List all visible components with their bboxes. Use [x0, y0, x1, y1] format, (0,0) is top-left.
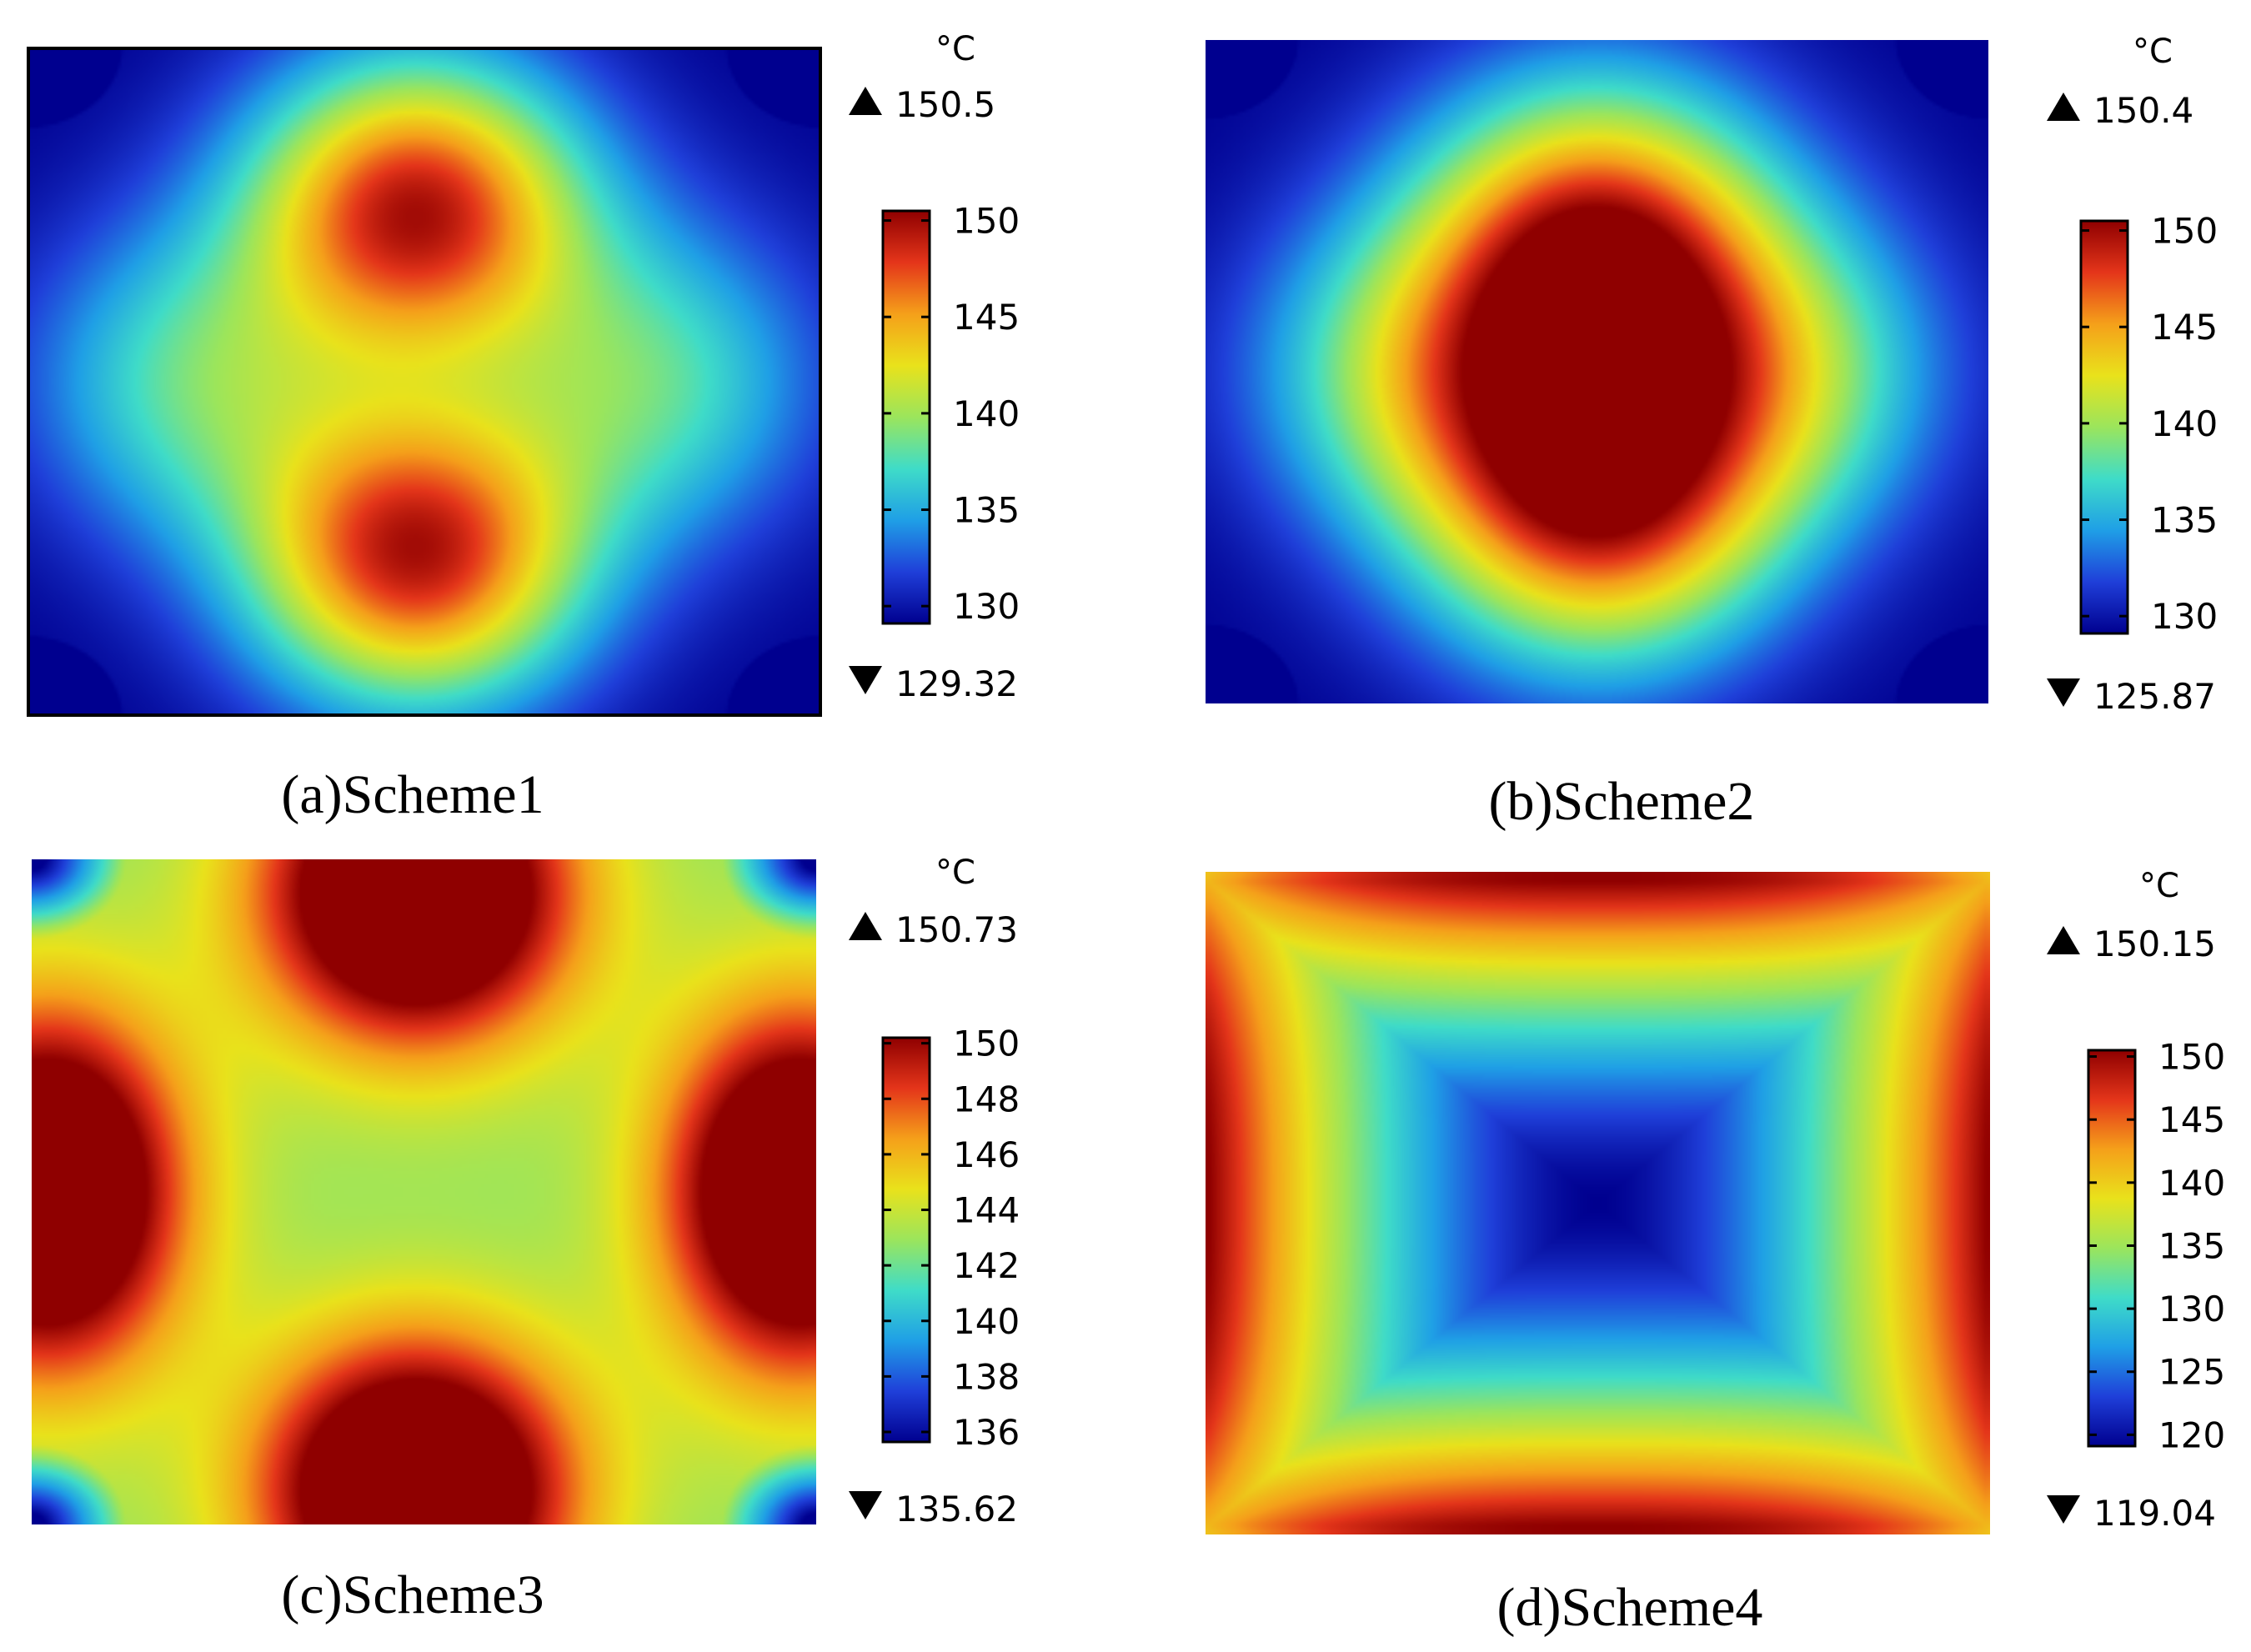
plot-frame: [27, 47, 822, 717]
colorbar-tick-label: 145: [2158, 1099, 2225, 1140]
colorbar-tick-label: 140: [2151, 403, 2218, 444]
min-triangle-icon: [2047, 678, 2080, 707]
colorbar-tick-label: 150: [953, 1024, 1020, 1064]
colorbar-tick-label: 130: [2158, 1289, 2225, 1329]
colorbar-tick-label: 140: [2158, 1163, 2225, 1204]
colorbar-tick-label: 130: [953, 586, 1020, 627]
max-value-label: 150.4: [2093, 90, 2193, 131]
unit-label: °C: [935, 854, 975, 892]
panel-3: (c)Scheme3 °C 150.73 135.62 150 148 146 144 142 1…: [32, 854, 1020, 1625]
colorbar-tick-label: 145: [953, 297, 1020, 338]
colorbar: [2079, 219, 2129, 635]
colorbar-tick-label: 140: [953, 393, 1020, 434]
colorbar-tick-label: 150: [953, 201, 1020, 242]
colorbar-tick-label: 125: [2158, 1352, 2225, 1393]
unit-label: °C: [2133, 33, 2173, 71]
colorbar-tick-label: 150: [2151, 211, 2218, 252]
min-value-label: 135.62: [895, 1489, 1018, 1529]
colorbar: [881, 1036, 931, 1444]
heatmap-field: [1206, 40, 1988, 703]
min-value-label: 125.87: [2093, 676, 2216, 717]
colorbar-tick-label: 135: [953, 490, 1020, 531]
max-triangle-icon: [849, 912, 882, 940]
max-triangle-icon: [849, 87, 882, 115]
panel-caption: (a)Scheme1: [281, 764, 544, 825]
unit-label: °C: [2139, 867, 2179, 905]
heatmap-field: [28, 48, 820, 715]
colorbar-tick-label: 138: [953, 1356, 1020, 1397]
unit-label: °C: [935, 30, 975, 68]
colorbar-tick-label: 150: [2158, 1037, 2225, 1078]
min-triangle-icon: [849, 1491, 882, 1519]
heatmap-field: [1206, 872, 1990, 1534]
panel-caption: (d)Scheme4: [1497, 1577, 1763, 1638]
colorbar-tick-label: 146: [953, 1134, 1020, 1175]
colorbar: [881, 209, 931, 625]
colorbar-tick-label: 130: [2151, 596, 2218, 637]
colorbar-tick-label: 148: [953, 1079, 1020, 1119]
max-triangle-icon: [2047, 93, 2080, 121]
colorbar-tick-label: 136: [953, 1412, 1020, 1453]
panel-4: (d)Scheme4 °C 150.15 119.04 150 145 140 135 130 1…: [1206, 867, 2225, 1638]
colorbar-tick-label: 120: [2158, 1414, 2225, 1455]
colorbar-tick-label: 145: [2151, 307, 2218, 348]
colorbar-tick-label: 144: [953, 1190, 1020, 1231]
panel-2: (b)Scheme2 °C 150.4 125.87 150 145 140 135 130: [1206, 33, 2218, 832]
panel-caption: (b)Scheme2: [1489, 771, 1755, 832]
colorbar-tick-label: 135: [2151, 500, 2218, 541]
max-value-label: 150.15: [2093, 924, 2216, 964]
max-value-label: 150.73: [895, 909, 1018, 950]
heatmap-field: [32, 859, 816, 1524]
colorbar: [2087, 1049, 2137, 1448]
max-triangle-icon: [2047, 926, 2080, 954]
colorbar-tick-label: 135: [2158, 1225, 2225, 1266]
panel-1: (a)Scheme1 °C 150.5 129.32 150 145 140 135 130: [27, 30, 1020, 825]
colorbar-tick-label: 140: [953, 1301, 1020, 1342]
min-value-label: 129.32: [895, 663, 1018, 704]
min-value-label: 119.04: [2093, 1493, 2216, 1534]
min-triangle-icon: [849, 666, 882, 694]
min-triangle-icon: [2047, 1495, 2080, 1524]
panel-caption: (c)Scheme3: [281, 1564, 544, 1625]
max-value-label: 150.5: [895, 84, 995, 125]
colorbar-tick-label: 142: [953, 1245, 1020, 1286]
